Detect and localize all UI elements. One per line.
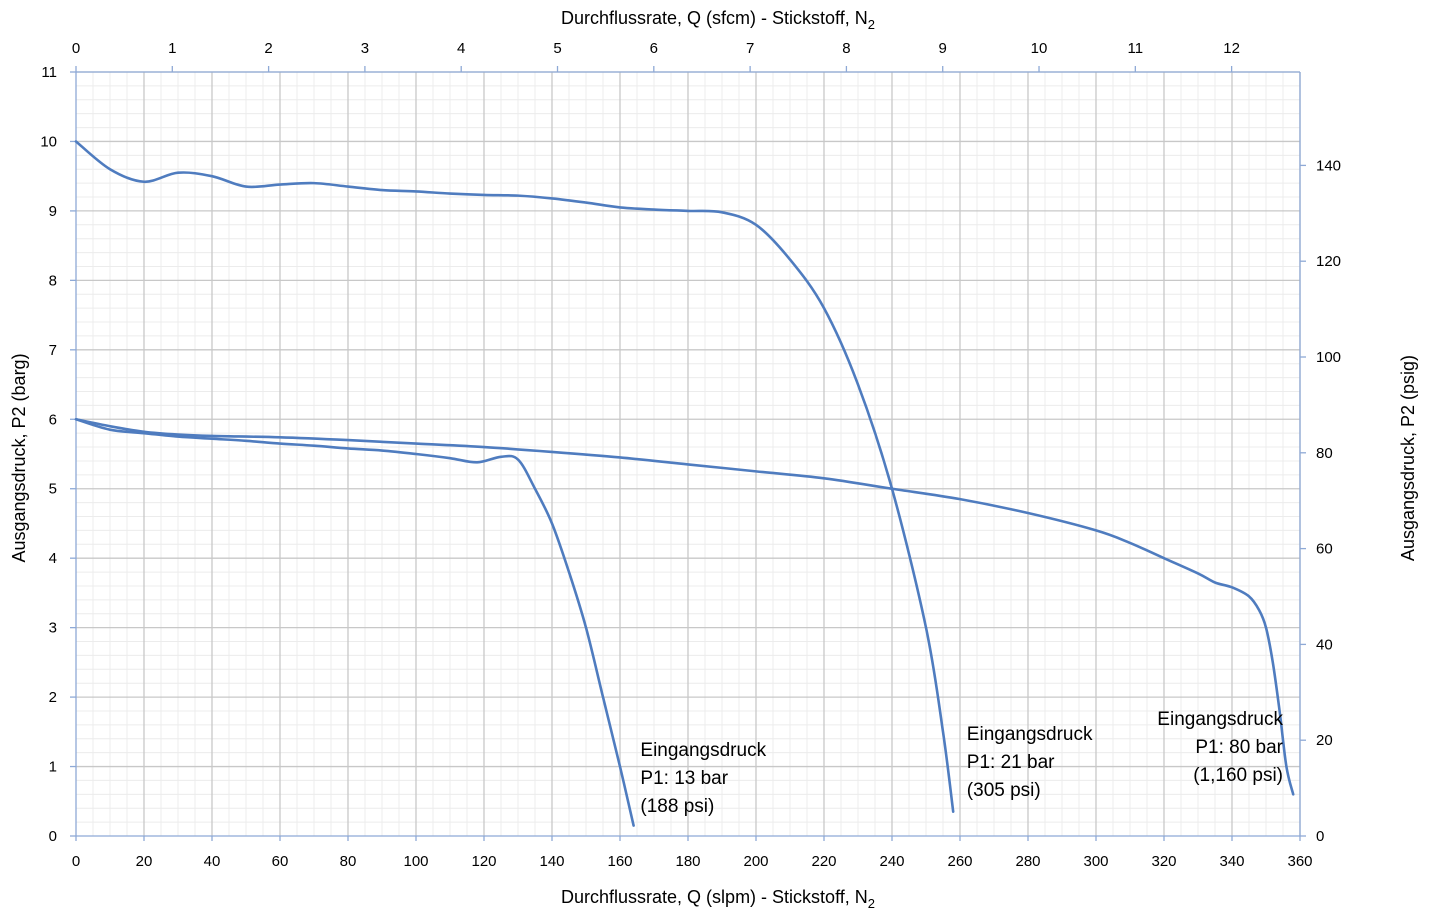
y-tick-label-left: 3 [49, 620, 57, 637]
x-tick-label-top: 3 [361, 40, 369, 57]
x-tick-label-bottom: 20 [136, 853, 153, 870]
x-tick-label-bottom: 340 [1219, 853, 1244, 870]
series-3-annotation-line-2: P1: 80 bar [1195, 737, 1283, 758]
x-axis-title-top-text: Durchflussrate, Q (sfcm) - Stickstoff, N [561, 8, 868, 28]
x-axis-title-bottom-subscript: 2 [868, 896, 875, 911]
y-tick-label-right: 40 [1316, 636, 1333, 653]
series-lines [74, 140, 1295, 827]
x-axis-title-bottom-text: Durchflussrate, Q (slpm) - Stickstoff, N [561, 887, 868, 907]
y-tick-label-right: 60 [1316, 541, 1333, 558]
y-tick-label-right: 120 [1316, 253, 1341, 270]
x-tick-label-bottom: 160 [607, 853, 632, 870]
x-tick-label-bottom: 360 [1287, 853, 1312, 870]
series-line-1 [74, 417, 635, 827]
y-tick-label-right: 140 [1316, 157, 1341, 174]
series-1-annotation-line-3: (188 psi) [640, 796, 714, 817]
x-tick-label-top: 10 [1031, 40, 1048, 57]
y-tick-label-left: 8 [49, 272, 57, 289]
x-tick-label-top: 9 [939, 40, 947, 57]
y-tick-label-left: 11 [41, 64, 57, 81]
tick-labels: 0 20 40 60 80 100 120 140 160 180 200 220 240 260 280 3… [40, 40, 1341, 870]
x-tick-label-bottom: 280 [1015, 853, 1040, 870]
series-3-annotation-line-3: (1,160 psi) [1193, 765, 1283, 786]
y-tick-label-right: 0 [1316, 828, 1324, 845]
series-2-annotation-line-2: P1: 21 bar [967, 752, 1055, 773]
y-tick-label-left: 7 [49, 342, 57, 359]
series-2-annotation-line-3: (305 psi) [967, 780, 1041, 801]
x-tick-label-top: 2 [264, 40, 272, 57]
series-3-annotation-line-1: Eingangsdruck [1157, 709, 1283, 730]
x-tick-label-bottom: 60 [272, 853, 289, 870]
x-tick-label-bottom: 0 [72, 853, 80, 870]
x-tick-label-bottom: 220 [811, 853, 836, 870]
x-tick-label-top: 0 [72, 40, 80, 57]
x-tick-label-top: 5 [553, 40, 561, 57]
x-tick-label-top: 4 [457, 40, 465, 57]
series-line-3 [74, 417, 1295, 796]
x-tick-label-top: 12 [1223, 40, 1240, 57]
series-line-2 [74, 140, 955, 813]
y-tick-label-left: 4 [49, 550, 57, 567]
x-axis-title-top: Durchflussrate, Q (sfcm) - Stickstoff, N… [561, 8, 875, 32]
series-2-annotation-line-1: Eingangsdruck [967, 724, 1093, 745]
x-tick-label-top: 7 [746, 40, 754, 57]
x-tick-label-bottom: 180 [675, 853, 700, 870]
x-tick-label-bottom: 320 [1151, 853, 1176, 870]
y-tick-label-left: 10 [40, 133, 57, 150]
y-tick-label-right: 100 [1316, 349, 1341, 366]
x-tick-label-top: 6 [650, 40, 658, 57]
x-tick-label-top: 1 [168, 40, 176, 57]
x-tick-label-bottom: 300 [1083, 853, 1108, 870]
x-tick-label-bottom: 80 [340, 853, 357, 870]
y-tick-label-left: 1 [49, 759, 57, 776]
y-tick-label-left: 5 [49, 481, 57, 498]
y-axis-title-right: Ausgangsdruck, P2 (psig) [1398, 355, 1418, 561]
x-tick-label-bottom: 140 [539, 853, 564, 870]
y-axis-title-left: Ausgangsdruck, P2 (barg) [9, 353, 29, 562]
series-1-annotation-line-1: Eingangsdruck [640, 740, 766, 761]
x-tick-label-bottom: 100 [403, 853, 428, 870]
y-tick-label-right: 80 [1316, 445, 1333, 462]
y-tick-label-left: 2 [49, 689, 57, 706]
y-tick-label-left: 6 [49, 411, 57, 428]
series-1-annotation-line-2: P1: 13 bar [640, 768, 728, 789]
x-tick-label-bottom: 240 [879, 853, 904, 870]
x-tick-label-bottom: 120 [471, 853, 496, 870]
x-tick-label-bottom: 260 [947, 853, 972, 870]
x-axis-title-top-subscript: 2 [868, 17, 875, 32]
x-axis-title-bottom: Durchflussrate, Q (slpm) - Stickstoff, N… [561, 887, 875, 911]
x-tick-label-bottom: 40 [204, 853, 221, 870]
y-tick-label-left: 0 [49, 828, 57, 845]
y-tick-label-right: 20 [1316, 732, 1333, 749]
series-annotations: Eingangsdruck P1: 13 bar (188 psi) Eingangs… [640, 709, 1283, 817]
x-tick-label-top: 11 [1128, 40, 1144, 57]
y-tick-label-left: 9 [49, 203, 57, 220]
x-tick-label-bottom: 200 [743, 853, 768, 870]
x-tick-label-top: 8 [842, 40, 850, 57]
